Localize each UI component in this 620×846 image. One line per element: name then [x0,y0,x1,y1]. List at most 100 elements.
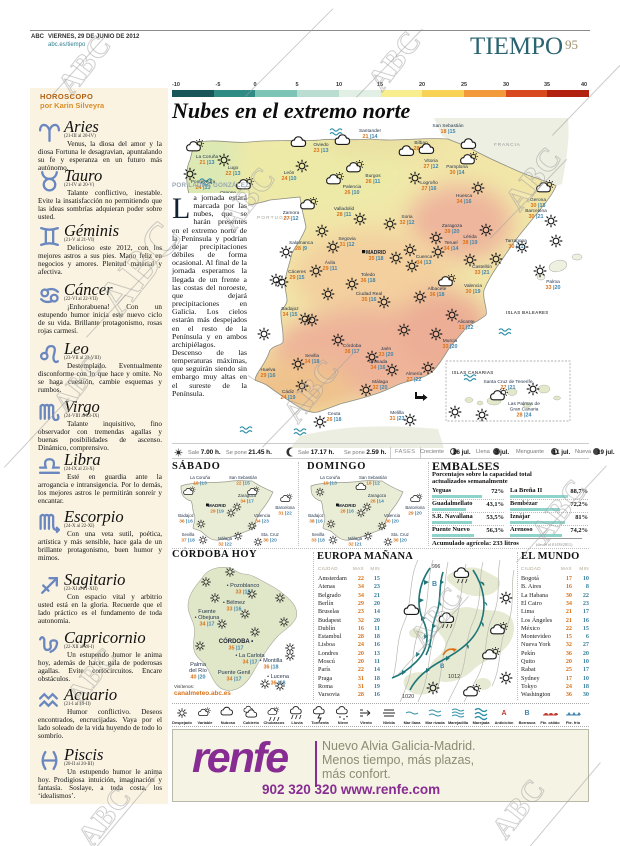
svg-text:38 |17: 38 |17 [344,349,359,355]
svg-text:La Coruña: La Coruña [320,475,341,480]
svg-text:38 |16: 38 |16 [309,519,323,525]
svg-text:31 |12: 31 |12 [339,242,354,248]
svg-text:36 |18: 36 |18 [429,292,444,298]
svg-text:Almería: Almería [406,371,423,377]
svg-text:PORTUGAL: PORTUGAL [257,215,292,221]
svg-text:Las Palmas de: Las Palmas de [508,401,540,407]
svg-text:30 |18: 30 |18 [530,203,545,209]
svg-text:29 |19: 29 |19 [210,509,224,515]
svg-text:34 |17: 34 |17 [242,659,257,665]
svg-text:32 |22: 32 |22 [218,542,232,546]
svg-text:Nieve: Nieve [338,720,349,725]
svg-text:Barcelona: Barcelona [405,505,425,510]
svg-text:Santander: Santander [359,128,382,134]
svg-text:38 |19: 38 |19 [462,240,477,246]
svg-text:B: B [524,710,529,717]
svg-text:Gerona: Gerona [530,197,546,203]
svg-text:Tormenta: Tormenta [311,720,329,725]
svg-text:28 |11: 28 |11 [337,212,352,218]
svg-text:Córdoba: Córdoba [343,343,362,349]
svg-text:• Montilla: • Montilla [260,658,284,664]
svg-text:Borrasca: Borrasca [519,720,537,725]
svg-text:Jaén: Jaén [381,346,392,352]
svg-text:Anticiclón: Anticiclón [495,720,514,725]
svg-text:18 |15: 18 |15 [440,129,455,135]
svg-text:Mar llana: Mar llana [404,720,422,725]
svg-text:Logroño: Logroño [420,180,438,186]
svg-text:• Pozoblanco: • Pozoblanco [227,583,260,589]
svg-text:Valencia: Valencia [384,513,401,518]
svg-text:27 |12: 27 |12 [423,164,438,170]
svg-text:Mar rizada: Mar rizada [425,720,445,725]
svg-text:31 |22: 31 |22 [458,325,473,331]
svg-text:19 |13: 19 |13 [323,481,337,487]
svg-text:San Sebastián: San Sebastián [432,123,464,129]
svg-text:Soria: Soria [401,214,413,220]
svg-text:Murcia: Murcia [443,338,458,344]
svg-text:Chubascos: Chubascos [264,720,285,725]
svg-text:21 |13: 21 |13 [199,160,214,166]
svg-text:• Lucena: • Lucena [267,674,290,680]
svg-text:ISLAS CANARIAS: ISLAS CANARIAS [452,370,494,375]
svg-text:33 |18: 33 |18 [311,538,325,544]
svg-text:La Coruña: La Coruña [190,475,211,480]
svg-text:Alicante: Alicante [457,319,474,325]
svg-text:• Bélmez: • Bélmez [223,600,245,606]
svg-text:Segovia: Segovia [338,236,356,242]
svg-text:Badajoz: Badajoz [308,513,324,518]
svg-text:22 |13: 22 |13 [225,171,240,177]
svg-text:36 |18: 36 |18 [263,664,278,670]
svg-text:26 |11: 26 |11 [366,179,381,185]
svg-text:Huelva: Huelva [261,367,276,373]
svg-text:Zaragoza: Zaragoza [442,223,463,229]
svg-text:33 |20: 33 |20 [378,352,393,358]
svg-text:35 |17: 35 |17 [228,646,243,652]
svg-text:29 |20: 29 |20 [408,511,422,517]
svg-text:30 |20: 30 |20 [263,538,277,544]
svg-text:33 |16: 33 |16 [226,606,241,612]
svg-text:Burgos: Burgos [365,173,381,179]
svg-text:27 |21: 27 |21 [500,385,515,391]
svg-text:Sta. Cruz: Sta. Cruz [391,532,409,537]
svg-text:36 |18: 36 |18 [270,680,285,686]
svg-text:21 |14: 21 |14 [362,134,377,140]
svg-text:Salamanca: Salamanca [289,240,313,246]
svg-text:Puente Genil: Puente Genil [218,670,250,676]
svg-text:Bilbao: Bilbao [414,140,428,146]
svg-text:La Coruña: La Coruña [196,154,219,160]
svg-text:30 |20: 30 |20 [385,519,399,525]
svg-text:Badajoz: Badajoz [281,306,299,312]
svg-text:Zaragoza: Zaragoza [238,493,257,498]
svg-text:B: B [432,581,437,588]
svg-text:27 |22: 27 |22 [406,377,421,383]
svg-text:26 |18: 26 |18 [326,417,341,423]
svg-text:22 |15: 22 |15 [236,481,250,487]
svg-text:Valencia: Valencia [254,513,271,518]
svg-text:32 |20: 32 |20 [372,385,387,391]
svg-text:Fte. cálido: Fte. cálido [540,720,560,725]
svg-text:San Sebastián: San Sebastián [359,475,388,480]
svg-text:32 |12: 32 |12 [399,220,414,226]
svg-text:Marejadilla: Marejadilla [448,720,469,725]
svg-text:30 |21: 30 |21 [528,214,543,220]
svg-text:34 |23: 34 |23 [255,519,269,525]
svg-text:Ávila: Ávila [325,259,336,266]
svg-text:37 |18: 37 |18 [181,538,195,544]
svg-text:Vitoria: Vitoria [424,158,438,164]
svg-text:Badajoz: Badajoz [178,513,194,518]
svg-text:34 |13: 34 |13 [416,260,431,266]
svg-text:Fte. frío: Fte. frío [566,720,581,725]
svg-text:Teruel: Teruel [444,240,457,246]
svg-text:Zamora: Zamora [283,210,300,216]
svg-text:34 |14: 34 |14 [443,246,458,252]
svg-text:33 |21: 33 |21 [474,270,489,276]
svg-text:28 |24: 28 |24 [516,413,531,419]
svg-text:• La Carlota: • La Carlota [235,653,265,659]
svg-text:18 |12: 18 |12 [366,481,380,487]
svg-text:31 |22: 31 |22 [278,511,292,517]
svg-text:Palma: Palma [190,662,207,668]
svg-text:Sta. Cruz: Sta. Cruz [261,532,279,537]
svg-text:27 |16: 27 |16 [421,186,436,192]
svg-text:34 |18: 34 |18 [304,359,319,365]
svg-text:34 |16: 34 |16 [370,365,385,371]
